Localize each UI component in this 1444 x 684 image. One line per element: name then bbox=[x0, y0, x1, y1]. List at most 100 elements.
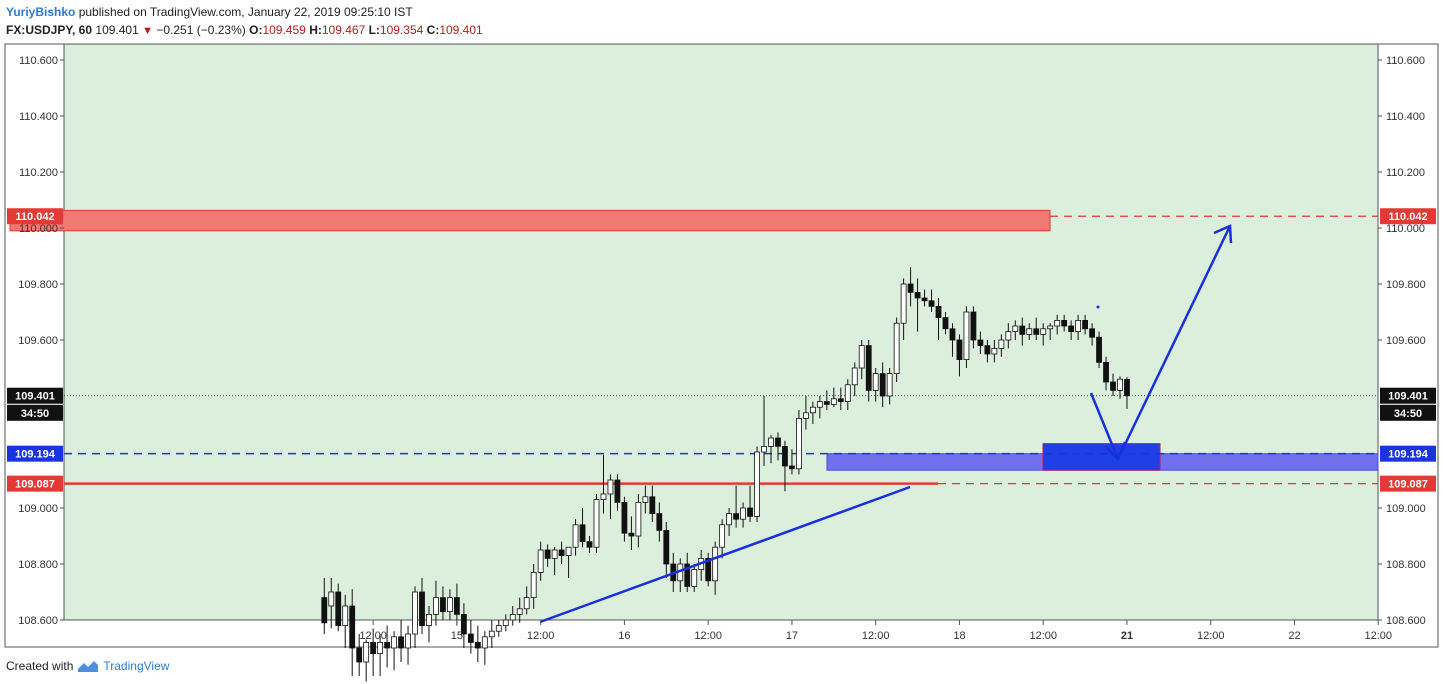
candle[interactable] bbox=[1075, 314, 1082, 340]
candle[interactable] bbox=[565, 546, 572, 578]
candle[interactable] bbox=[733, 485, 739, 528]
candle[interactable] bbox=[761, 396, 767, 466]
candle[interactable] bbox=[970, 306, 977, 349]
candle[interactable] bbox=[684, 552, 691, 592]
candle[interactable] bbox=[642, 485, 649, 514]
candle[interactable] bbox=[1117, 376, 1123, 399]
candle[interactable] bbox=[1012, 320, 1019, 340]
candle[interactable] bbox=[467, 620, 474, 654]
candle[interactable] bbox=[963, 306, 970, 368]
candle[interactable] bbox=[495, 620, 502, 637]
candle[interactable] bbox=[865, 340, 872, 402]
candle[interactable] bbox=[656, 502, 663, 542]
candle[interactable] bbox=[705, 552, 712, 587]
candle[interactable] bbox=[837, 387, 844, 410]
candle[interactable] bbox=[726, 508, 733, 536]
candle[interactable] bbox=[488, 620, 495, 648]
candle[interactable] bbox=[544, 544, 551, 567]
candle[interactable] bbox=[321, 578, 328, 634]
candle[interactable] bbox=[1082, 314, 1088, 335]
candle[interactable] bbox=[398, 620, 404, 662]
candle[interactable] bbox=[747, 485, 753, 522]
candle[interactable] bbox=[586, 536, 593, 553]
candle[interactable] bbox=[551, 547, 558, 576]
candle[interactable] bbox=[775, 432, 781, 461]
resistance-zone[interactable] bbox=[9, 209, 1051, 232]
candle[interactable] bbox=[1054, 314, 1061, 335]
candle[interactable] bbox=[530, 564, 537, 609]
candle[interactable] bbox=[1068, 320, 1075, 340]
candle[interactable] bbox=[1033, 317, 1040, 340]
candle[interactable] bbox=[858, 340, 865, 380]
candle[interactable] bbox=[803, 396, 809, 430]
candle[interactable] bbox=[419, 578, 425, 634]
candle[interactable] bbox=[789, 449, 795, 475]
candle[interactable] bbox=[342, 594, 349, 648]
candle[interactable] bbox=[593, 494, 600, 553]
author-name[interactable]: YuriyBishko bbox=[6, 5, 76, 19]
candle[interactable] bbox=[1110, 373, 1116, 396]
candle[interactable] bbox=[754, 446, 760, 522]
candle[interactable] bbox=[879, 362, 886, 408]
candle[interactable] bbox=[607, 474, 614, 520]
candle[interactable] bbox=[663, 522, 670, 578]
candle[interactable] bbox=[816, 396, 823, 419]
candle[interactable] bbox=[474, 625, 481, 662]
time-axis-ticks[interactable]: 12:00 15 12:00 16 12:00 17 12:00 18 12:00 21 12:00… bbox=[359, 620, 1444, 642]
candle[interactable] bbox=[356, 634, 363, 676]
candle[interactable] bbox=[740, 502, 746, 528]
candle[interactable] bbox=[796, 410, 802, 475]
candle[interactable] bbox=[907, 267, 914, 307]
tradingview-brand[interactable]: TradingView bbox=[103, 659, 170, 673]
candle[interactable] bbox=[782, 440, 788, 492]
candle[interactable] bbox=[370, 628, 377, 676]
candle[interactable] bbox=[1124, 377, 1130, 409]
candle[interactable] bbox=[1047, 323, 1054, 340]
candle[interactable] bbox=[649, 485, 656, 522]
candle[interactable] bbox=[691, 564, 698, 592]
candle[interactable] bbox=[830, 387, 837, 408]
price-axis-ticks[interactable]: 110.600 110.600 110.400 110.400 110.200 110.2… bbox=[18, 55, 1426, 627]
candle[interactable] bbox=[949, 323, 956, 357]
candle[interactable] bbox=[1019, 317, 1026, 346]
candle[interactable] bbox=[886, 368, 893, 405]
trend-line[interactable] bbox=[539, 485, 911, 624]
candle[interactable] bbox=[537, 541, 544, 581]
candle[interactable] bbox=[600, 454, 607, 514]
candle[interactable] bbox=[1040, 323, 1047, 346]
plot-area[interactable] bbox=[64, 44, 1378, 620]
candle[interactable] bbox=[453, 583, 460, 626]
candle[interactable] bbox=[384, 625, 391, 668]
candle[interactable] bbox=[558, 541, 565, 564]
candle[interactable] bbox=[433, 580, 439, 626]
candle[interactable] bbox=[328, 578, 335, 629]
candle[interactable] bbox=[405, 625, 411, 665]
candle[interactable] bbox=[391, 631, 397, 671]
candle[interactable] bbox=[349, 589, 356, 676]
candle[interactable] bbox=[893, 317, 900, 382]
candle[interactable] bbox=[998, 334, 1005, 357]
candle[interactable] bbox=[377, 634, 384, 676]
candle[interactable] bbox=[844, 379, 851, 410]
candle[interactable] bbox=[635, 494, 642, 548]
candle[interactable] bbox=[977, 331, 984, 354]
candle[interactable] bbox=[719, 519, 726, 559]
candle[interactable] bbox=[481, 631, 488, 665]
target-zone[interactable] bbox=[1042, 443, 1161, 471]
candle[interactable] bbox=[509, 606, 516, 626]
candle[interactable] bbox=[942, 312, 949, 335]
candle[interactable] bbox=[712, 541, 719, 595]
candle[interactable] bbox=[928, 289, 935, 312]
candle[interactable] bbox=[991, 340, 998, 363]
candle[interactable] bbox=[1103, 356, 1109, 391]
candle[interactable] bbox=[914, 278, 921, 332]
candle[interactable] bbox=[516, 597, 523, 623]
candle[interactable] bbox=[1096, 331, 1102, 368]
candle[interactable] bbox=[447, 589, 453, 620]
candle[interactable] bbox=[460, 603, 467, 648]
candle[interactable] bbox=[935, 298, 942, 340]
candle[interactable] bbox=[768, 435, 774, 464]
candle[interactable] bbox=[426, 606, 432, 643]
candle[interactable] bbox=[523, 586, 530, 615]
